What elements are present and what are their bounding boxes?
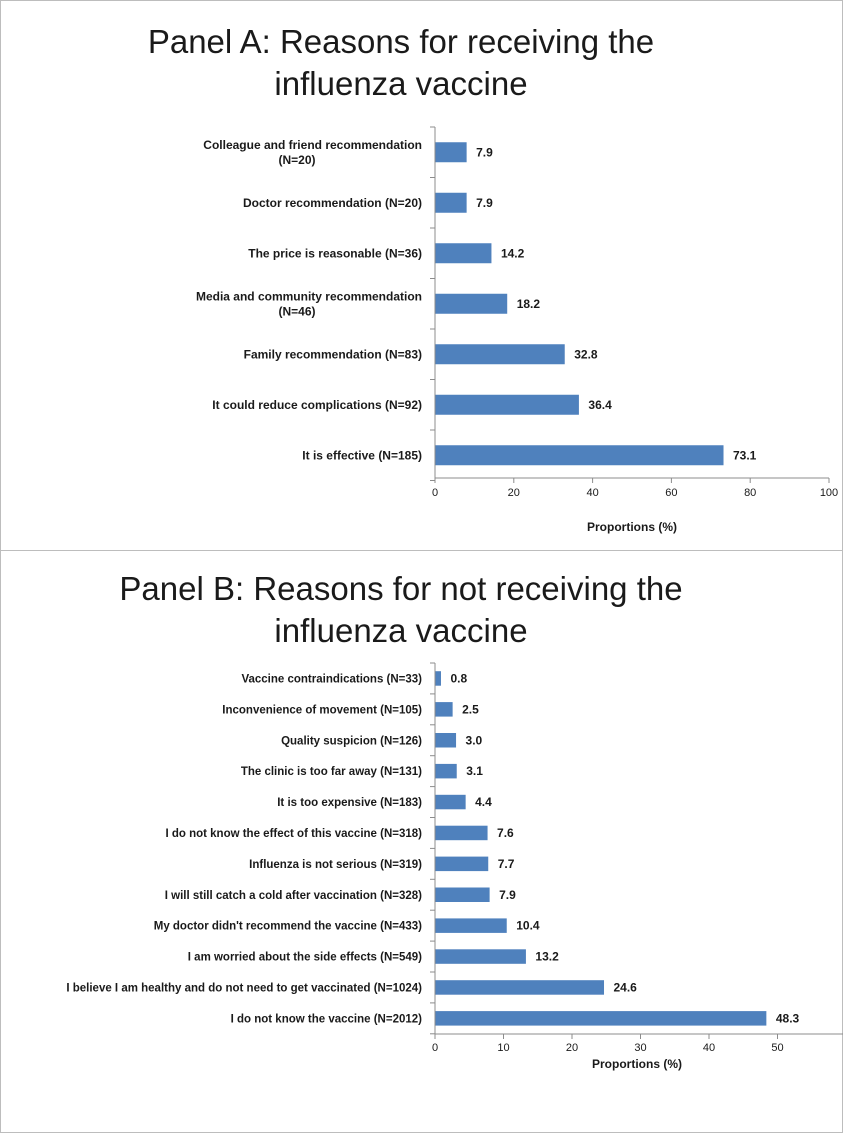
data-label-a: 73.1 [733,448,757,462]
x-tick-label-b: 30 [634,1042,646,1054]
x-tick-label-b: 20 [566,1042,578,1054]
panel-a: Panel A: Reasons for receiving the influ… [0,0,843,551]
x-tick-label-b: 50 [771,1042,783,1054]
x-tick-label-a: 100 [820,487,838,499]
category-label-a: (N=20) [278,153,315,167]
bar-chart-a: 0 20 40 60 80 100 Proportions (%) 7.9 Colleague … [1,1,843,552]
category-label-b: The clinic is too far away (N=131) [241,766,422,778]
bar-a [436,395,579,415]
x-tick-label-b: 0 [432,1042,438,1054]
x-tick-label-b: 10 [497,1042,509,1054]
bar-b [436,918,507,933]
data-label-a: 18.2 [517,297,541,311]
category-label-a: (N=46) [278,304,315,318]
category-label-b: Influenza is not serious (N=319) [249,859,422,871]
category-label-a: Media and community recommendation [196,289,422,303]
data-label-a: 7.9 [476,145,493,159]
data-label-b: 3.0 [466,733,483,747]
bar-a [436,344,565,364]
bar-b [436,671,441,686]
data-label-b: 3.1 [466,764,483,778]
bar-b [436,949,526,964]
x-tick-label-a: 40 [586,487,598,499]
category-label-b: I do not know the vaccine (N=2012) [231,1013,423,1025]
x-tick-label-a: 20 [508,487,520,499]
bar-b [436,733,457,748]
data-label-a: 14.2 [501,246,525,260]
bar-a [436,445,724,465]
bar-b [436,795,466,810]
bar-a [436,243,492,263]
x-tick-label-b: 40 [703,1042,715,1054]
data-label-a: 7.9 [476,196,493,210]
category-label-a: Family recommendation (N=83) [244,347,422,361]
bar-b [436,764,457,779]
category-label-b: I will still catch a cold after vaccinat… [165,890,422,902]
bar-b [436,888,490,903]
data-label-b: 13.2 [535,950,559,964]
bar-b [436,702,453,717]
category-label-b: Quality suspicion (N=126) [281,735,422,747]
category-label-b: It is too expensive (N=183) [277,797,422,809]
data-label-a: 36.4 [588,398,612,412]
x-tick-label-a: 80 [744,487,756,499]
category-label-a: It could reduce complications (N=92) [212,398,422,412]
category-label-b: I do not know the effect of this vaccine… [165,828,422,840]
category-label-b: I am worried about the side effects (N=5… [188,952,422,964]
category-label-b: Inconvenience of movement (N=105) [222,704,422,716]
data-label-b: 7.9 [499,888,516,902]
bar-b [436,826,488,841]
category-label-b: I believe I am healthy and do not need t… [66,982,422,994]
bar-a [436,294,508,314]
data-label-b: 7.7 [498,857,515,871]
data-label-b: 2.5 [462,702,479,716]
category-label-a: Colleague and friend recommendation [203,138,422,152]
data-label-b: 4.4 [475,795,492,809]
bar-a [436,193,467,213]
category-label-a: The price is reasonable (N=36) [248,246,422,260]
category-label-a: Doctor recommendation (N=20) [243,196,422,210]
data-label-b: 10.4 [516,919,540,933]
bar-a [436,142,467,162]
data-label-b: 48.3 [776,1011,800,1025]
category-label-b: Vaccine contraindications (N=33) [241,673,422,685]
data-label-a: 32.8 [574,347,598,361]
category-label-b: My doctor didn't recommend the vaccine (… [154,921,422,933]
panel-b: Panel B: Reasons for not receiving the i… [0,550,843,1133]
bar-b [436,980,605,995]
x-axis-label-a: Proportions (%) [587,520,677,534]
data-label-b: 0.8 [450,671,467,685]
bar-b [436,857,489,872]
category-label-a: It is effective (N=185) [302,448,422,462]
x-tick-label-a: 0 [432,487,438,499]
x-tick-label-a: 60 [665,487,677,499]
bar-b [436,1011,767,1026]
x-axis-label-b: Proportions (%) [592,1057,682,1071]
data-label-b: 24.6 [614,980,638,994]
data-label-b: 7.6 [497,826,514,840]
